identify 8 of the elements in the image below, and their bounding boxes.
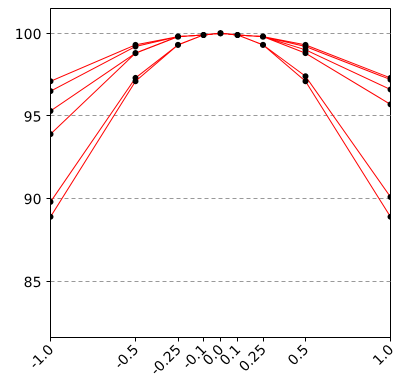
x-tick-label: 1.0	[370, 342, 398, 369]
y-tick-label: 90	[24, 192, 42, 208]
y-tick-label: 85	[24, 274, 42, 291]
x-tick-label: -1.0	[26, 342, 58, 373]
x-tick-label: -0.5	[112, 342, 142, 373]
x-tick-label: 0.5	[285, 342, 312, 369]
y-tick-label: 100	[14, 26, 42, 43]
y-tick-label: 95	[24, 109, 42, 126]
